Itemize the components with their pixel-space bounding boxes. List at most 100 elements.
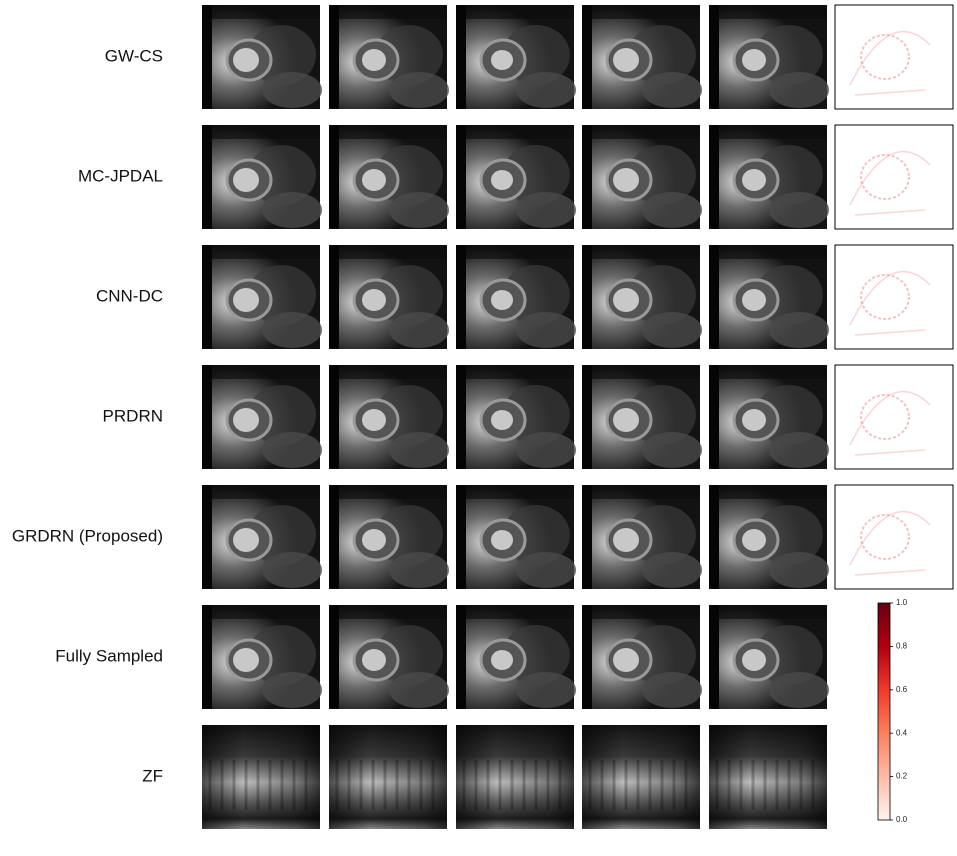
dark-top: [456, 365, 574, 379]
image-row: PRDRN: [103, 364, 954, 470]
dark-left: [582, 5, 592, 109]
image-row: ZF: [142, 725, 827, 829]
dark-left: [582, 125, 592, 229]
error-ring: [860, 34, 910, 80]
blood-pool: [613, 528, 639, 552]
liver: [516, 312, 576, 348]
dark-top: [709, 365, 827, 379]
blood-pool: [491, 530, 513, 550]
liver: [642, 672, 702, 708]
liver: [389, 192, 449, 228]
colorbar: [877, 602, 891, 821]
blood-pool: [233, 48, 259, 72]
liver: [262, 552, 322, 588]
dark-left: [329, 125, 339, 229]
blood-pool: [362, 529, 386, 551]
error-ring: [860, 274, 910, 320]
dark-left: [709, 605, 719, 709]
dark-top: [709, 5, 827, 19]
error-map: [834, 484, 954, 590]
error-map: [834, 124, 954, 230]
dark-left: [582, 605, 592, 709]
dark-top: [202, 125, 320, 139]
dark-left: [709, 485, 719, 589]
liver: [769, 192, 829, 228]
dark-top: [456, 485, 574, 499]
dark-left: [202, 5, 212, 109]
liver: [642, 312, 702, 348]
liver: [516, 552, 576, 588]
error-map: [834, 364, 954, 470]
zf-shade: [709, 725, 827, 829]
colorbar-tick-label: 0.8: [896, 642, 908, 651]
dark-left: [709, 5, 719, 109]
dark-top: [582, 245, 700, 259]
dark-top: [202, 605, 320, 619]
dark-left: [329, 365, 339, 469]
row-label: GRDRN (Proposed): [12, 526, 163, 545]
image-row: Fully Sampled: [55, 605, 829, 709]
dark-left: [709, 365, 719, 469]
dark-left: [202, 245, 212, 349]
blood-pool: [613, 168, 639, 192]
blood-pool: [742, 409, 766, 431]
liver: [516, 432, 576, 468]
blood-pool: [233, 528, 259, 552]
blood-pool: [362, 49, 386, 71]
error-trace: [849, 30, 931, 96]
blood-pool: [233, 408, 259, 432]
dark-left: [329, 605, 339, 709]
zf-shade: [582, 725, 700, 829]
dark-left: [456, 365, 466, 469]
blood-pool: [362, 289, 386, 311]
zf-shade: [329, 725, 447, 829]
zf-shade: [456, 725, 574, 829]
blood-pool: [233, 288, 259, 312]
dark-top: [709, 245, 827, 259]
liver: [769, 432, 829, 468]
dark-left: [202, 125, 212, 229]
colorbar-tick-label: 0.2: [896, 772, 908, 781]
error-trace: [849, 510, 931, 576]
dark-top: [456, 5, 574, 19]
row-label: ZF: [142, 766, 163, 785]
blood-pool: [491, 290, 513, 310]
colorbar-tick-label: 0.0: [896, 815, 908, 824]
blood-pool: [491, 170, 513, 190]
liver: [262, 672, 322, 708]
dark-top: [202, 365, 320, 379]
liver: [642, 432, 702, 468]
dark-left: [582, 245, 592, 349]
colorbar-tick-label: 0.6: [896, 685, 908, 694]
blood-pool: [613, 48, 639, 72]
dark-top: [709, 125, 827, 139]
dark-left: [329, 245, 339, 349]
dark-left: [202, 605, 212, 709]
row-label: CNN-DC: [96, 286, 163, 305]
blood-pool: [233, 168, 259, 192]
row-label: Fully Sampled: [55, 646, 163, 665]
dark-left: [456, 605, 466, 709]
error-trace: [849, 390, 931, 456]
liver: [389, 552, 449, 588]
image-row: CNN-DC: [96, 244, 954, 350]
liver: [389, 432, 449, 468]
dark-top: [202, 245, 320, 259]
liver: [769, 552, 829, 588]
dark-left: [202, 485, 212, 589]
liver: [389, 312, 449, 348]
dark-top: [329, 605, 447, 619]
dark-top: [709, 605, 827, 619]
dark-top: [582, 125, 700, 139]
liver: [769, 672, 829, 708]
colorbar-tick-label: 1.0: [896, 598, 908, 607]
error-trace: [849, 150, 931, 216]
dark-top: [202, 5, 320, 19]
blood-pool: [613, 408, 639, 432]
image-row: GW-CS: [105, 4, 954, 110]
dark-top: [582, 5, 700, 19]
dark-left: [456, 5, 466, 109]
image-row: MC-JPDAL: [78, 124, 954, 230]
dark-left: [582, 485, 592, 589]
image-row: GRDRN (Proposed): [12, 484, 954, 590]
